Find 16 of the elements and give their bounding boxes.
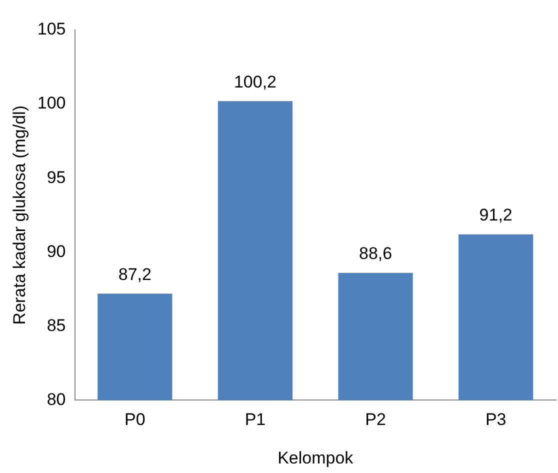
y-tick-label: 90 bbox=[46, 242, 66, 261]
y-tick-label: 85 bbox=[46, 316, 66, 335]
data-label: 91,2 bbox=[479, 206, 512, 225]
y-axis-title: Rerata kadar glukosa (mg/dl) bbox=[10, 105, 29, 325]
x-axis-title: Kelompok bbox=[278, 448, 354, 468]
x-tick-label: P0 bbox=[124, 410, 146, 430]
x-tick-label: P3 bbox=[485, 410, 506, 430]
x-tick-label: P2 bbox=[365, 410, 386, 430]
y-tick-label: 80 bbox=[46, 390, 66, 409]
data-label: 88,6 bbox=[358, 244, 392, 264]
x-tick-label: P1 bbox=[244, 410, 266, 430]
y-tick-label: 95 bbox=[46, 168, 66, 187]
data-label: 100,2 bbox=[234, 72, 276, 92]
y-tick-label: 105 bbox=[37, 20, 66, 39]
data-label: 87,2 bbox=[118, 264, 152, 284]
y-tick-label: 100 bbox=[37, 94, 66, 113]
